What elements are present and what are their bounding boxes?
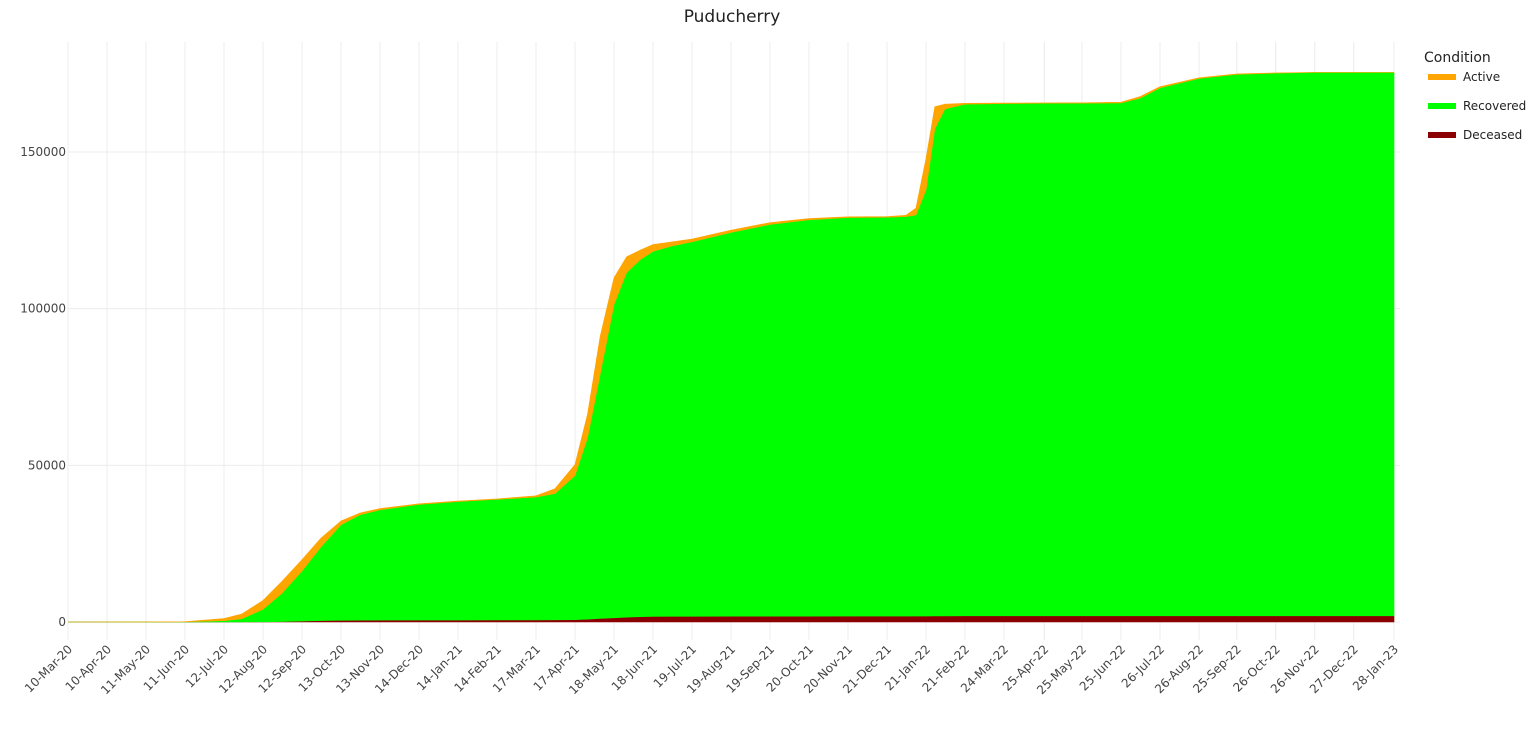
legend-label-recovered: Recovered [1463,99,1526,113]
y-tick-label: 50000 [28,458,66,472]
area-active [67,72,1395,623]
y-tick-label: 100000 [20,302,66,316]
y-axis-ticks: 0 50000 100000 150000 [20,145,66,629]
x-axis-ticks: 10-Mar-2010-Apr-2011-May-2011-Jun-2012-J… [22,642,1401,697]
legend: Condition Active Recovered Deceased [1424,50,1526,142]
legend-label-active: Active [1463,70,1500,84]
area-layers [67,72,1395,623]
chart-title: Puducherry [684,7,781,27]
y-tick-label: 150000 [20,145,66,159]
legend-label-deceased: Deceased [1463,128,1522,142]
legend-title: Condition [1424,50,1491,66]
y-tick-label: 0 [58,615,66,629]
